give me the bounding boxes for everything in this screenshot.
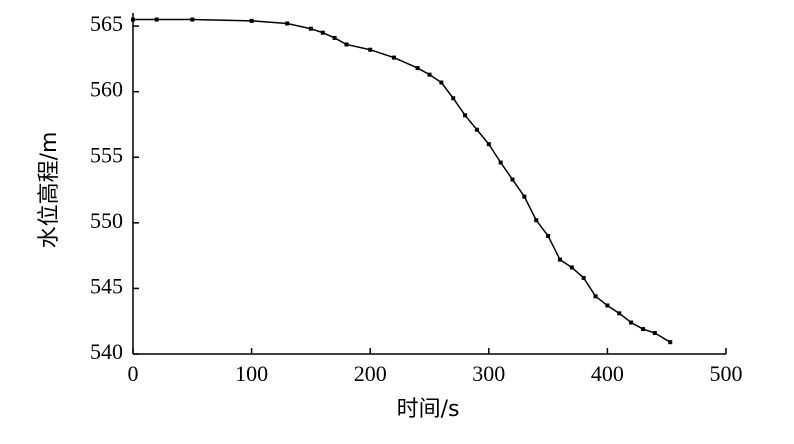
marker bbox=[439, 80, 444, 85]
y-tick-label: 555 bbox=[90, 142, 123, 167]
marker bbox=[617, 311, 622, 316]
x-tick-label: 500 bbox=[710, 361, 743, 386]
y-tick-label: 545 bbox=[90, 273, 123, 298]
marker bbox=[510, 177, 515, 182]
marker bbox=[415, 66, 420, 71]
marker bbox=[427, 72, 432, 77]
marker bbox=[368, 47, 373, 52]
y-tick-label: 550 bbox=[90, 208, 123, 233]
marker bbox=[640, 327, 645, 332]
marker bbox=[593, 294, 598, 299]
marker bbox=[451, 96, 456, 101]
marker bbox=[474, 127, 479, 132]
line bbox=[133, 18, 671, 343]
y-tick-label: 540 bbox=[90, 339, 123, 364]
marker bbox=[332, 35, 337, 40]
marker bbox=[569, 265, 574, 270]
marker bbox=[308, 26, 313, 31]
marker bbox=[668, 340, 673, 345]
y-tick-label: 565 bbox=[90, 11, 123, 36]
y-tick-label: 560 bbox=[90, 77, 123, 102]
marker bbox=[463, 113, 468, 118]
marker bbox=[498, 160, 503, 165]
marker bbox=[131, 17, 135, 22]
x-tick-label: 200 bbox=[354, 361, 387, 386]
x-tick-label: 300 bbox=[472, 361, 505, 386]
marker bbox=[522, 194, 527, 199]
marker bbox=[249, 18, 254, 23]
marker bbox=[557, 257, 562, 262]
marker bbox=[190, 17, 195, 22]
marker bbox=[486, 142, 491, 147]
x-tick-label: 400 bbox=[591, 361, 624, 386]
y-axis-label: 水位高程/m bbox=[37, 132, 62, 249]
marker bbox=[546, 233, 551, 238]
marker bbox=[581, 275, 586, 280]
x-axis-label: 时间/s bbox=[397, 397, 460, 422]
marker bbox=[605, 303, 610, 308]
marker bbox=[652, 331, 657, 336]
marker bbox=[629, 320, 634, 325]
marker bbox=[154, 17, 159, 22]
x-tick-label: 100 bbox=[235, 361, 268, 386]
x-tick-label: 0 bbox=[128, 361, 139, 386]
marker bbox=[344, 42, 349, 47]
marker bbox=[320, 30, 325, 35]
marker bbox=[285, 21, 290, 26]
marker bbox=[391, 55, 396, 60]
marker bbox=[534, 218, 539, 223]
